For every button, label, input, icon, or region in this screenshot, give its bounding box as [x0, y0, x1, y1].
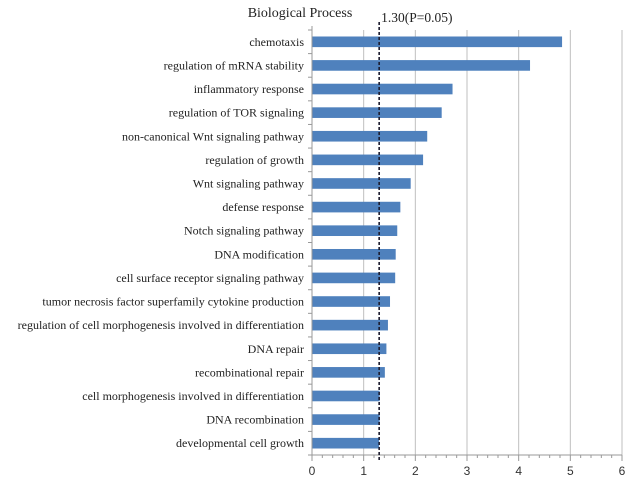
category-label: defense response [222, 200, 304, 214]
x-tick-label: 5 [567, 464, 574, 478]
bar [312, 343, 387, 355]
x-tick-label: 2 [412, 464, 419, 478]
bar [312, 437, 380, 449]
bar [312, 296, 391, 307]
category-label: tumor necrosis factor superfamily cytoki… [42, 295, 304, 309]
category-label: regulation of cell morphogenesis involve… [18, 318, 304, 332]
bar [312, 130, 428, 142]
category-label: developmental cell growth [176, 436, 304, 450]
x-tick-label: 3 [464, 464, 471, 478]
category-label: regulation of growth [205, 153, 304, 167]
category-label: inflammatory response [194, 82, 304, 96]
bar [312, 107, 442, 118]
chart-title: Biological Process [248, 6, 353, 21]
category-label: DNA modification [214, 247, 304, 261]
category-label: cell surface receptor signaling pathway [116, 271, 304, 285]
bar [312, 367, 385, 378]
bar [312, 36, 563, 48]
bar [312, 178, 411, 189]
bar [312, 248, 396, 260]
bar [312, 225, 398, 237]
bar [312, 201, 401, 213]
bar [312, 83, 453, 95]
bar [312, 319, 388, 331]
reference-line-label: 1.30(P=0.05) [381, 10, 452, 25]
x-tick-label: 4 [515, 464, 522, 478]
x-tick-label: 1 [360, 464, 367, 478]
category-label: non-canonical Wnt signaling pathway [122, 129, 304, 143]
category-label: cell morphogenesis involved in different… [82, 389, 304, 403]
category-label: Notch signaling pathway [184, 224, 304, 238]
category-label: DNA recombination [206, 413, 304, 427]
bar [312, 60, 531, 71]
bar [312, 390, 380, 402]
category-label: chemotaxis [249, 35, 304, 49]
category-label: regulation of TOR signaling [169, 106, 304, 120]
category-labels: chemotaxis regulation of mRNA stability in… [18, 35, 305, 450]
axes [308, 26, 623, 461]
x-tick-label: 6 [619, 464, 626, 478]
x-tick-label: 0 [309, 464, 316, 478]
bar [312, 272, 396, 284]
category-label: regulation of mRNA stability [164, 58, 304, 72]
reference-line-group: 1.30(P=0.05) [378, 10, 453, 462]
category-label: Wnt signaling pathway [193, 176, 304, 190]
bar [312, 154, 424, 166]
category-label: DNA repair [248, 342, 304, 356]
x-tick-labels: 0 1 2 3 4 5 6 [309, 464, 626, 478]
bar [312, 414, 380, 425]
gridlines [363, 30, 623, 455]
bars [312, 36, 563, 449]
category-label: recombinational repair [195, 365, 304, 379]
